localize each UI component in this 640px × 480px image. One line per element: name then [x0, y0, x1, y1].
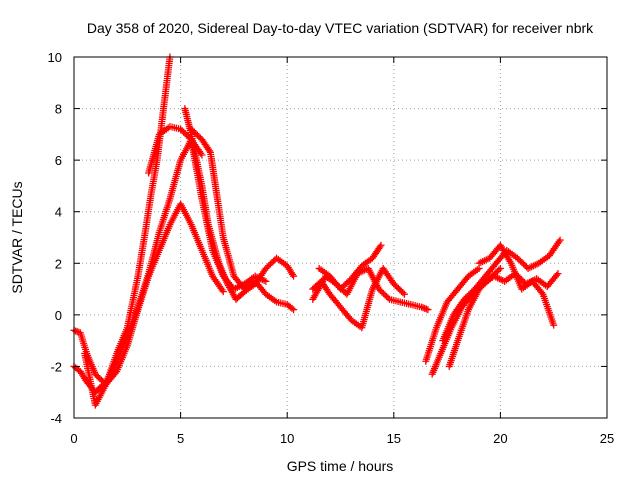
x-tick-label: 0 — [70, 431, 77, 446]
data-point — [556, 236, 564, 244]
data-point — [553, 271, 561, 279]
y-tick-label: 2 — [55, 256, 62, 271]
plot-frame — [73, 56, 608, 419]
data-point — [399, 289, 407, 297]
data-point — [400, 290, 408, 298]
y-tick-label: 6 — [55, 153, 62, 168]
y-tick-label: -2 — [50, 359, 62, 374]
y-tick-label: 8 — [55, 102, 62, 117]
x-axis-label: GPS time / hours — [287, 458, 394, 474]
y-axis-label: SDTVAR / TECUs — [9, 181, 25, 293]
series-track-10 — [422, 264, 483, 365]
y-tick-labels: -4 -2 0 2 4 6 8 10 — [48, 50, 62, 426]
data-point — [424, 306, 432, 314]
data-point — [290, 272, 298, 280]
y-tick-label: 10 — [48, 50, 62, 65]
x-tick-label: 25 — [600, 431, 614, 446]
chart-title: Day 358 of 2020, Sidereal Day-to-day VTE… — [87, 20, 594, 36]
data-point — [554, 270, 562, 278]
data-point — [538, 289, 546, 297]
data-point — [376, 243, 384, 251]
x-tick-label: 5 — [177, 431, 184, 446]
tick-marks — [73, 56, 608, 419]
data-point — [496, 264, 504, 272]
data-point — [550, 321, 558, 329]
series-track-9 — [315, 241, 385, 293]
grid-lines — [74, 57, 607, 418]
series-track-8 — [309, 264, 408, 332]
data-point — [198, 151, 206, 159]
data-points — [70, 53, 564, 409]
series-track-14 — [445, 264, 504, 370]
series-track-5 — [181, 105, 298, 303]
y-tick-label: 4 — [55, 205, 62, 220]
data-point — [377, 241, 385, 249]
data-point — [219, 288, 227, 296]
series-track-13 — [475, 241, 558, 329]
data-point — [205, 147, 213, 155]
data-point — [290, 306, 298, 314]
data-point — [262, 277, 270, 285]
x-tick-label: 15 — [387, 431, 401, 446]
data-point — [111, 369, 119, 377]
x-tick-labels: 0 5 10 15 20 25 — [70, 431, 614, 446]
y-tick-label: -4 — [50, 411, 62, 426]
x-tick-label: 10 — [280, 431, 294, 446]
x-tick-label: 20 — [493, 431, 507, 446]
data-point — [288, 304, 296, 312]
series-track-6 — [187, 125, 298, 314]
data-point — [384, 294, 392, 302]
y-tick-label: 0 — [55, 308, 62, 323]
data-point — [495, 266, 503, 274]
